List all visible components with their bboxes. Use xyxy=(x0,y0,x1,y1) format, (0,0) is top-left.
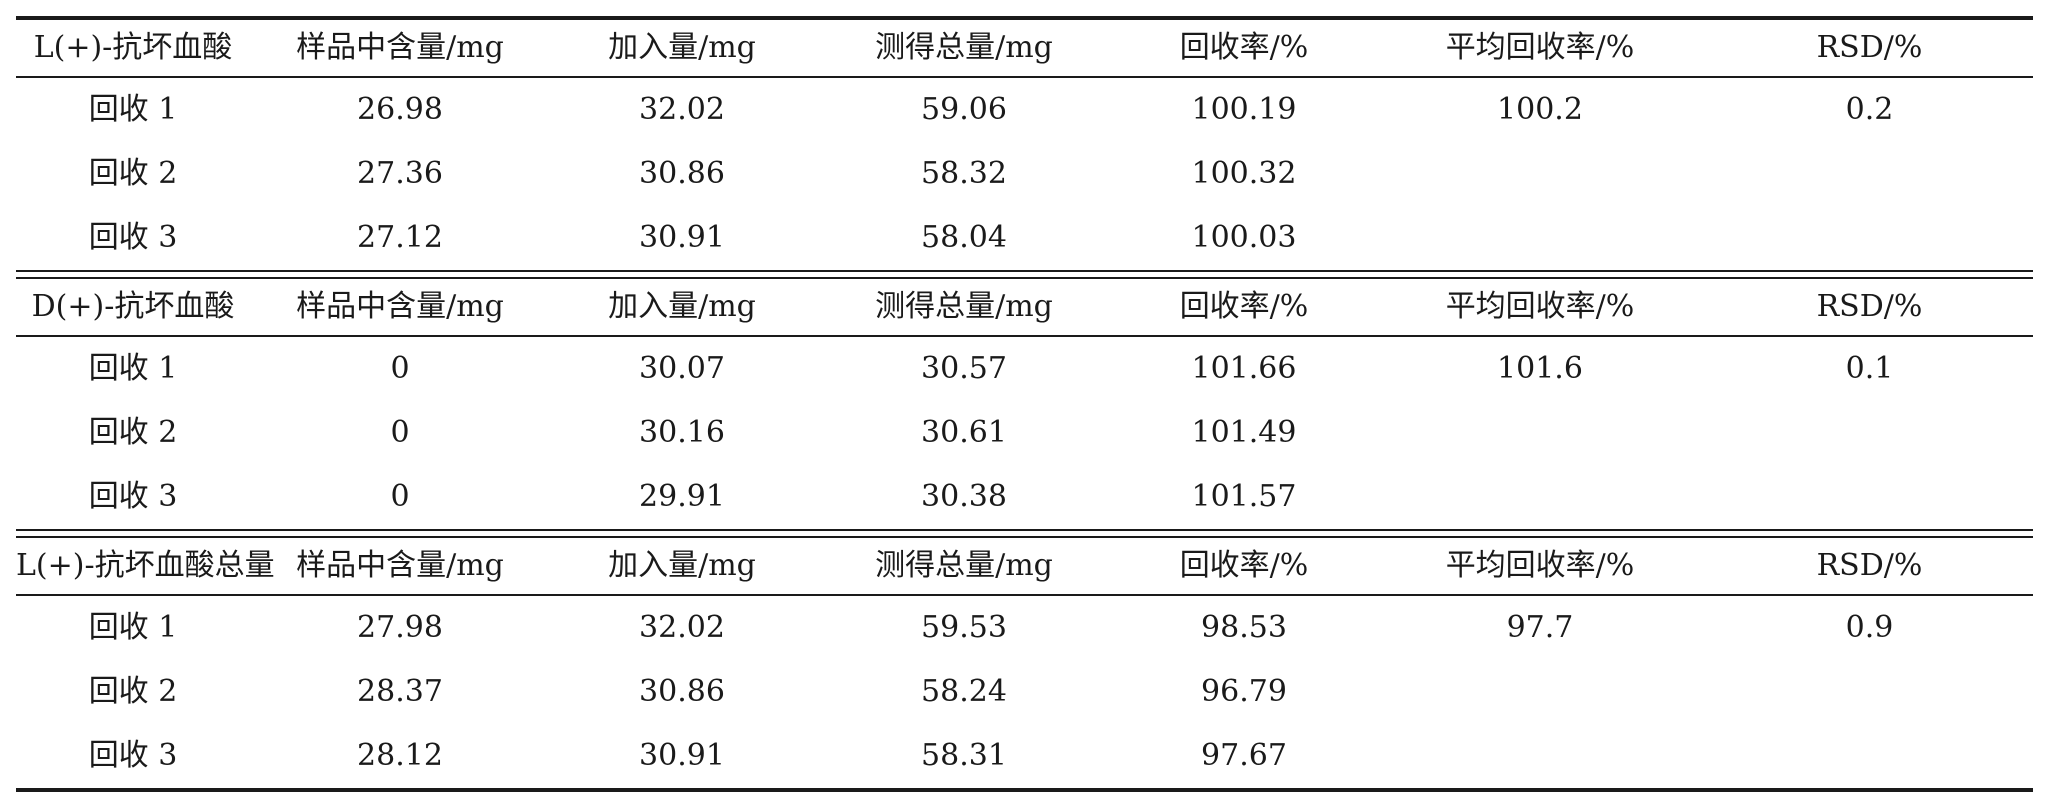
table-cell: 58.04 xyxy=(921,220,1007,255)
table-row: 回收 3 0 29.91 30.38 101.57 xyxy=(16,465,2033,529)
header-cell: 平均回收率/% xyxy=(1445,548,1635,583)
table-cell: 回收 3 xyxy=(88,479,178,514)
top-rule xyxy=(16,16,2033,20)
header-cell: 回收率/% xyxy=(1179,289,1309,324)
group-header-row: L(+)-抗坏血酸 样品中含量/mg 加入量/mg 测得总量/mg 回收率/% … xyxy=(16,20,2033,76)
table-cell: 27.36 xyxy=(357,156,443,191)
header-cell: 平均回收率/% xyxy=(1445,289,1635,324)
table-cell: 27.98 xyxy=(357,610,443,645)
header-cell: 样品中含量/mg xyxy=(296,289,504,324)
header-cell: 加入量/mg xyxy=(608,548,756,583)
table-cell: 58.24 xyxy=(921,674,1007,709)
table-cell: 28.12 xyxy=(357,738,443,773)
header-cell: RSD/% xyxy=(1816,289,1923,324)
table-cell: 32.02 xyxy=(639,92,725,127)
group-header-row: D(+)-抗坏血酸 样品中含量/mg 加入量/mg 测得总量/mg 回收率/% … xyxy=(16,279,2033,335)
group-separator-rule xyxy=(16,270,2033,279)
header-cell: 样品中含量/mg xyxy=(296,30,504,65)
table-cell: 回收 1 xyxy=(88,351,178,386)
header-cell: 平均回收率/% xyxy=(1445,30,1635,65)
table-cell: 30.91 xyxy=(639,738,725,773)
table-cell: 回收 3 xyxy=(88,738,178,773)
table-cell: 101.57 xyxy=(1191,479,1297,514)
group-separator-rule xyxy=(16,529,2033,538)
header-cell: 回收率/% xyxy=(1179,30,1309,65)
table-row: 回收 2 28.37 30.86 58.24 96.79 xyxy=(16,660,2033,724)
table-cell: 97.7 xyxy=(1506,610,1574,645)
table-cell: 100.03 xyxy=(1191,220,1297,255)
table-cell: 29.91 xyxy=(639,479,725,514)
table-cell: 0.9 xyxy=(1845,610,1894,645)
recovery-table: L(+)-抗坏血酸 样品中含量/mg 加入量/mg 测得总量/mg 回收率/% … xyxy=(16,16,2033,792)
header-rule xyxy=(16,335,2033,337)
header-cell: 回收率/% xyxy=(1179,548,1309,583)
table-cell: 回收 1 xyxy=(88,610,178,645)
table-cell: 回收 2 xyxy=(88,415,178,450)
table-cell: 28.37 xyxy=(357,674,443,709)
table-cell: 27.12 xyxy=(357,220,443,255)
bottom-rule xyxy=(16,788,2033,792)
table-cell: 回收 1 xyxy=(88,92,178,127)
table-row: 回收 1 27.98 32.02 59.53 98.53 97.7 0.9 xyxy=(16,596,2033,660)
table-cell: 30.86 xyxy=(639,674,725,709)
header-cell: 测得总量/mg xyxy=(875,289,1053,324)
table-cell: 30.38 xyxy=(921,479,1007,514)
header-rule xyxy=(16,76,2033,78)
table-cell: 101.66 xyxy=(1191,351,1297,386)
table-cell: 0 xyxy=(390,351,410,386)
table-cell: 30.91 xyxy=(639,220,725,255)
header-cell: 样品中含量/mg xyxy=(296,548,504,583)
table-cell: 101.49 xyxy=(1191,415,1297,450)
table-cell: 32.02 xyxy=(639,610,725,645)
header-cell: 加入量/mg xyxy=(608,30,756,65)
table-row: 回收 1 0 30.07 30.57 101.66 101.6 0.1 xyxy=(16,337,2033,401)
table-cell: 26.98 xyxy=(357,92,443,127)
table-cell: 0.1 xyxy=(1845,351,1894,386)
table-cell: 96.79 xyxy=(1201,674,1287,709)
table-cell: 0 xyxy=(390,415,410,450)
table-cell: 30.61 xyxy=(921,415,1007,450)
table-row: 回收 3 27.12 30.91 58.04 100.03 xyxy=(16,206,2033,270)
table-cell: 0 xyxy=(390,479,410,514)
table-cell: 100.19 xyxy=(1191,92,1297,127)
header-rule xyxy=(16,594,2033,596)
table-cell: 98.53 xyxy=(1201,610,1287,645)
header-cell: RSD/% xyxy=(1816,548,1923,583)
table-cell: 30.07 xyxy=(639,351,725,386)
header-cell: RSD/% xyxy=(1816,30,1923,65)
header-cell: D(+)-抗坏血酸 xyxy=(31,289,235,324)
table-row: 回收 1 26.98 32.02 59.06 100.19 100.2 0.2 xyxy=(16,78,2033,142)
table-row: 回收 3 28.12 30.91 58.31 97.67 xyxy=(16,724,2033,788)
table-cell: 97.67 xyxy=(1201,738,1287,773)
header-cell: 测得总量/mg xyxy=(875,30,1053,65)
table-cell: 59.53 xyxy=(921,610,1007,645)
table-cell: 100.32 xyxy=(1191,156,1297,191)
header-cell: L(+)-抗坏血酸 xyxy=(33,30,233,65)
header-cell: L(+)-抗坏血酸总量 xyxy=(16,548,275,583)
table-cell: 回收 2 xyxy=(88,156,178,191)
table-cell: 30.57 xyxy=(921,351,1007,386)
table-cell: 101.6 xyxy=(1497,351,1583,386)
table-cell: 59.06 xyxy=(921,92,1007,127)
header-cell: 测得总量/mg xyxy=(875,548,1053,583)
table-cell: 回收 3 xyxy=(88,220,178,255)
table-cell: 100.2 xyxy=(1497,92,1583,127)
table-cell: 0.2 xyxy=(1845,92,1894,127)
table-cell: 30.86 xyxy=(639,156,725,191)
table-row: 回收 2 0 30.16 30.61 101.49 xyxy=(16,401,2033,465)
table-cell: 58.32 xyxy=(921,156,1007,191)
table-cell: 58.31 xyxy=(921,738,1007,773)
table-cell: 回收 2 xyxy=(88,674,178,709)
table-cell: 30.16 xyxy=(639,415,725,450)
header-cell: 加入量/mg xyxy=(608,289,756,324)
group-header-row: L(+)-抗坏血酸总量 样品中含量/mg 加入量/mg 测得总量/mg 回收率/… xyxy=(16,538,2033,594)
table-row: 回收 2 27.36 30.86 58.32 100.32 xyxy=(16,142,2033,206)
